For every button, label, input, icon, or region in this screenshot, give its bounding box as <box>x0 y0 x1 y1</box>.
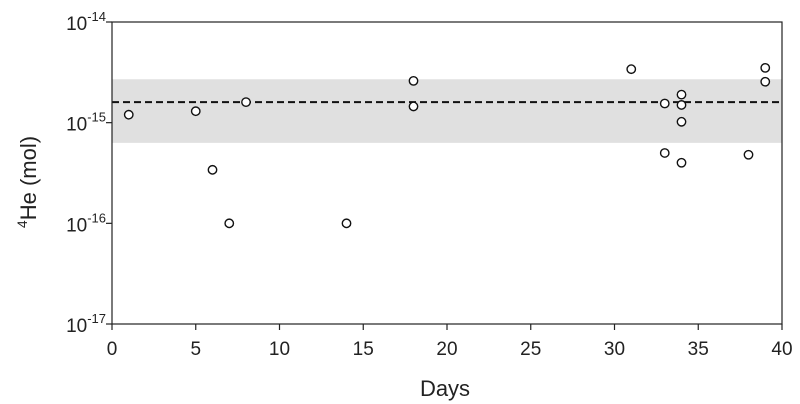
y-tick-label: 10-15 <box>66 110 106 136</box>
data-point <box>207 164 218 175</box>
data-point <box>190 106 201 117</box>
data-point <box>676 157 687 168</box>
reference-band-layer <box>112 79 782 143</box>
x-tick-label: 30 <box>604 339 625 360</box>
x-tick-label: 25 <box>520 339 541 360</box>
reference-band <box>112 79 782 143</box>
data-point <box>408 75 419 86</box>
y-axis-title-superscript: 4 <box>14 220 30 228</box>
data-point <box>760 76 771 87</box>
data-point <box>760 62 771 73</box>
y-axis-title-main: He (mol) <box>16 136 41 220</box>
data-point <box>241 97 251 108</box>
y-tick-label: 10-17 <box>66 311 106 337</box>
data-point <box>626 64 637 75</box>
data-point <box>408 101 419 112</box>
data-points <box>123 62 771 229</box>
x-tick-label: 0 <box>107 339 118 360</box>
data-point <box>676 100 687 110</box>
x-tick-label: 5 <box>190 339 201 360</box>
x-axis-title: Days <box>420 376 470 401</box>
data-point <box>123 109 134 120</box>
data-point <box>224 218 235 229</box>
y-tick-label: 10-14 <box>66 9 106 35</box>
y-tick-label: 10-16 <box>66 210 106 236</box>
axis-ticks <box>106 21 783 330</box>
data-point <box>659 148 670 158</box>
data-point <box>341 218 352 229</box>
data-point <box>659 98 670 109</box>
x-tick-label: 10 <box>269 339 290 360</box>
tick-labels: 0 5 10 15 20 25 30 35 40 10-17 10-16 10-15 10-14 <box>66 9 793 360</box>
x-tick-label: 20 <box>436 339 457 360</box>
data-point <box>676 89 687 100</box>
x-tick-label: 15 <box>353 339 374 360</box>
data-point <box>676 116 687 127</box>
data-point <box>743 149 754 160</box>
y-axis-title: 4He (mol) <box>14 136 41 228</box>
x-tick-label: 35 <box>688 339 709 360</box>
x-tick-label: 40 <box>771 339 792 360</box>
